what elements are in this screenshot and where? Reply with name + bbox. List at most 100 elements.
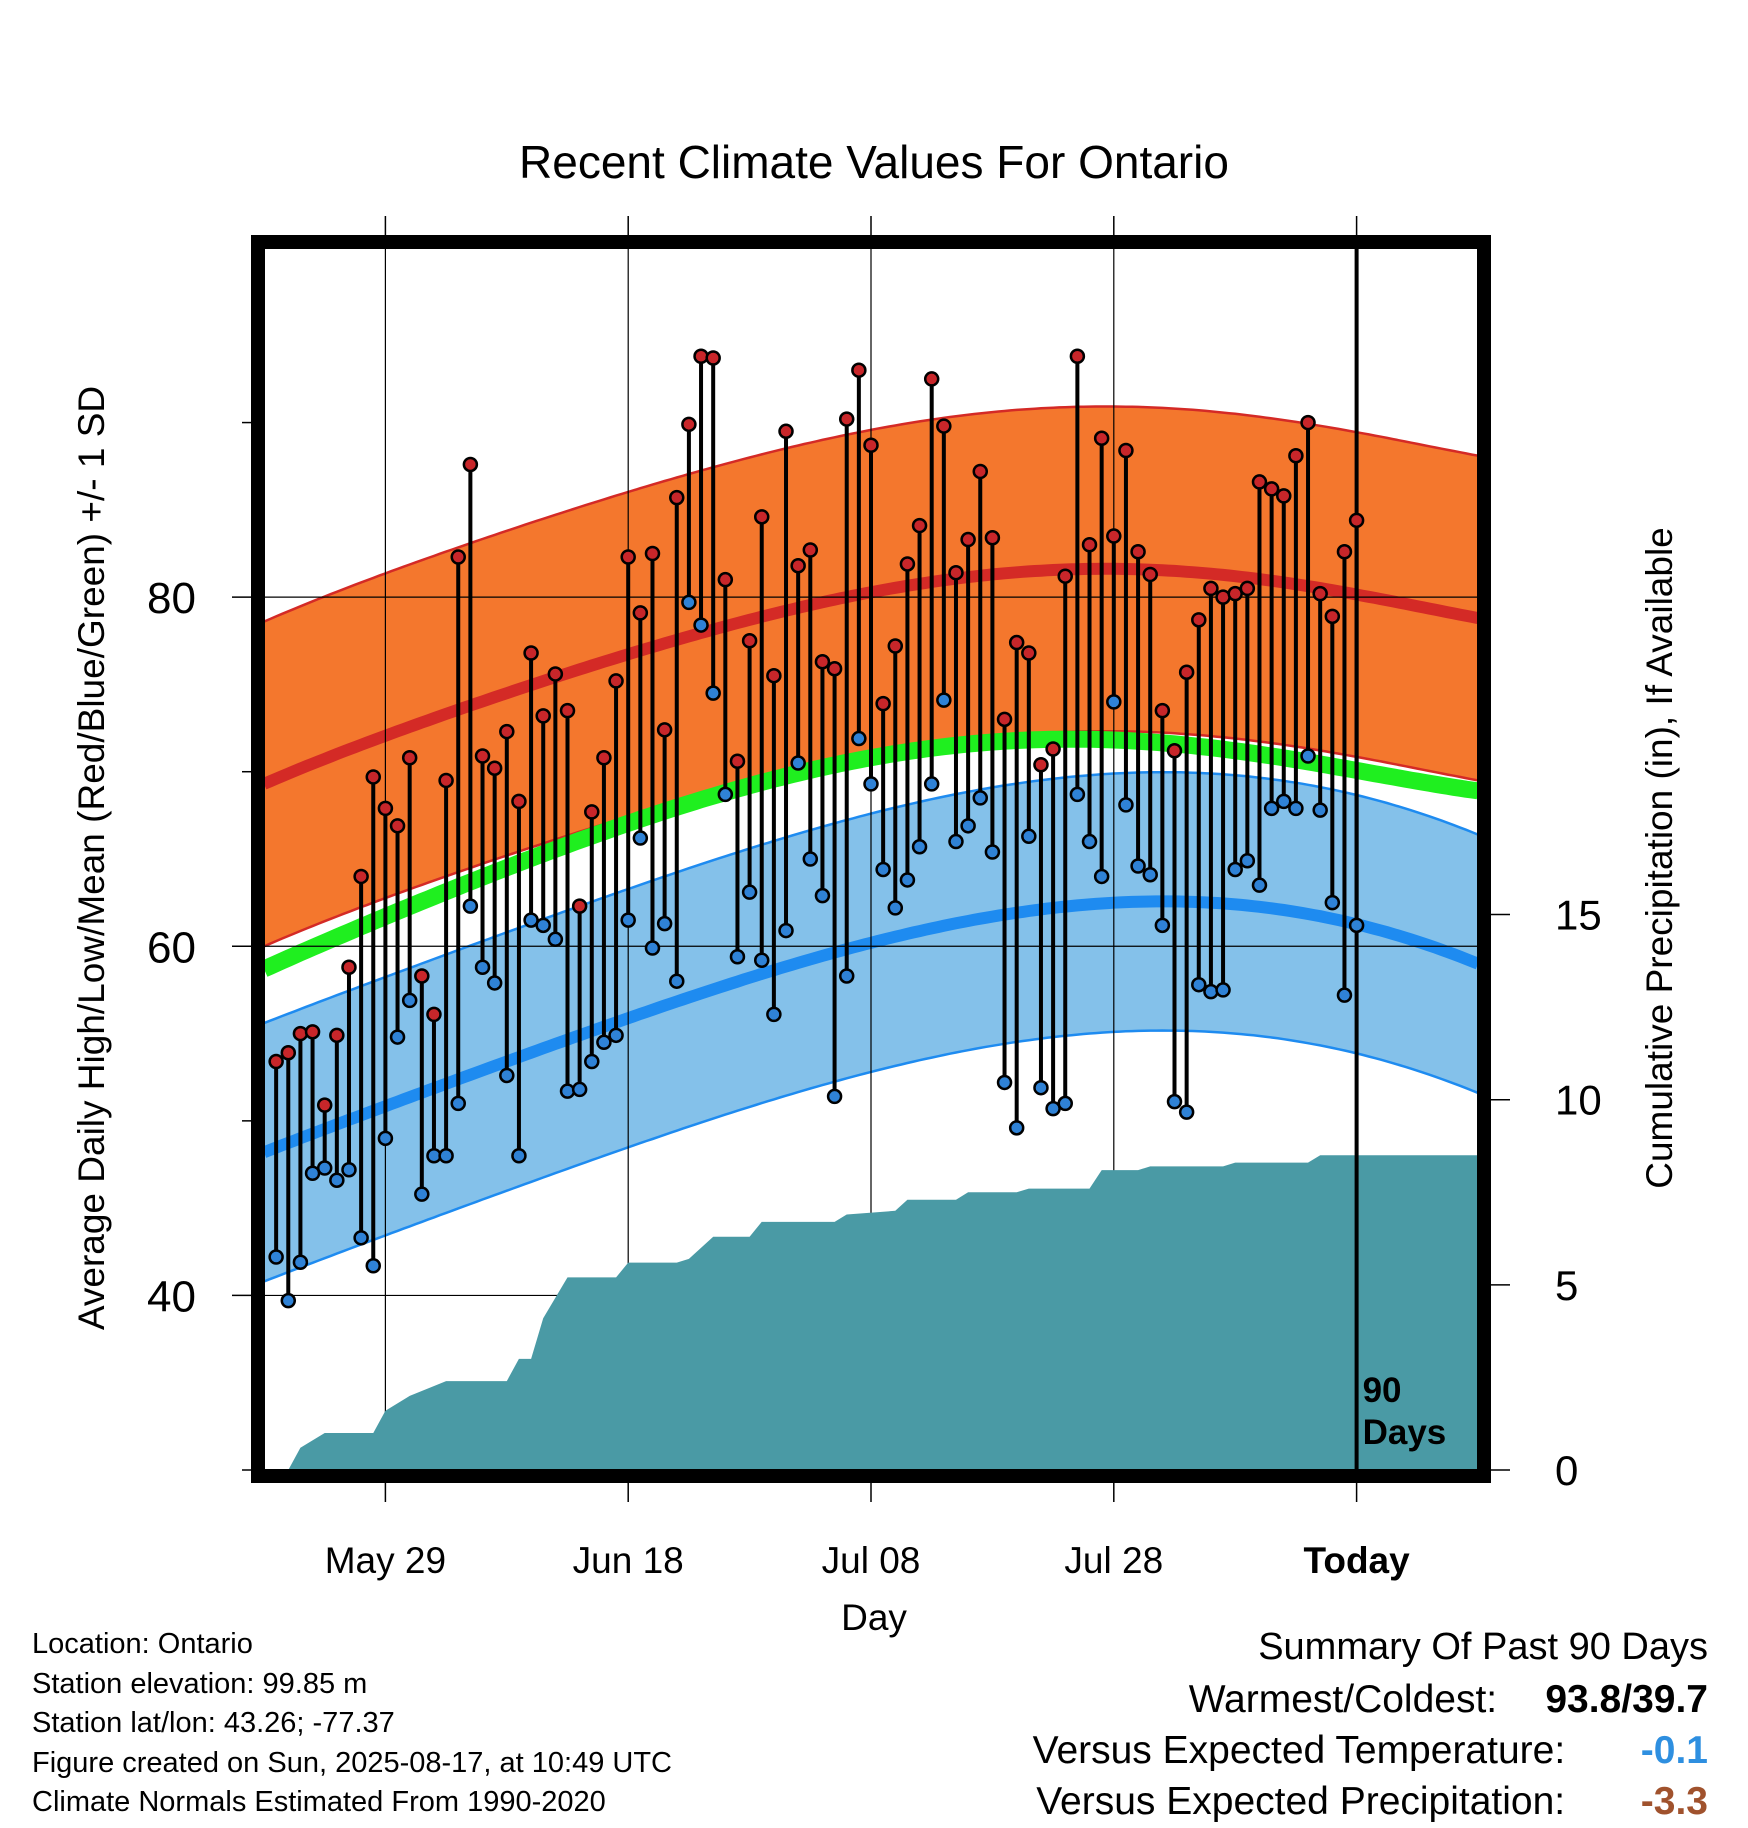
daily-high-point xyxy=(741,633,758,649)
daily-high-point xyxy=(1166,743,1183,759)
daily-low-point xyxy=(729,949,746,965)
daily-low-point xyxy=(1166,1093,1183,1110)
daily-high-point xyxy=(826,660,843,677)
daily-high-point xyxy=(1276,488,1292,504)
daily-low-point xyxy=(984,844,1001,860)
daily-low-point xyxy=(693,617,709,633)
x-tick-label: Today xyxy=(1303,1540,1410,1581)
daily-high-point xyxy=(499,723,515,740)
daily-high-point xyxy=(1336,544,1353,560)
daily-high-point xyxy=(766,667,782,684)
cumulative-precip-area xyxy=(288,1155,1478,1470)
daily-high-point xyxy=(729,753,746,769)
daily-low-point xyxy=(1300,748,1316,764)
daily-high-point xyxy=(1300,414,1316,431)
daily-high-point xyxy=(1069,348,1086,364)
daily-high-point xyxy=(693,348,709,364)
daily-high-point xyxy=(936,418,952,434)
daily-low-point xyxy=(414,1186,430,1202)
daily-high-point xyxy=(1008,634,1025,651)
daily-low-point xyxy=(292,1254,309,1271)
daily-low-point xyxy=(389,1029,406,1045)
daily-high-point xyxy=(1203,580,1219,597)
daily-high-point xyxy=(778,423,794,440)
daily-high-point xyxy=(1178,664,1195,680)
daily-low-point xyxy=(1106,694,1122,710)
daily-high-point xyxy=(584,804,600,820)
daily-low-point xyxy=(1203,983,1219,1000)
daily-high-point xyxy=(632,605,649,621)
daily-low-point xyxy=(462,898,479,914)
daily-high-point xyxy=(401,749,418,766)
daily-low-point xyxy=(620,912,636,928)
daily-low-point xyxy=(329,1172,345,1188)
daily-high-point xyxy=(681,416,697,433)
daily-high-point xyxy=(1191,612,1207,628)
daily-high-point xyxy=(1057,568,1073,584)
temp-departure-label: Versus Expected Temperature: xyxy=(1032,1729,1566,1772)
daily-high-point xyxy=(547,666,564,682)
daily-low-point xyxy=(365,1258,382,1274)
daily-low-point xyxy=(1057,1095,1073,1112)
daily-high-point xyxy=(814,653,831,670)
daily-high-point xyxy=(389,818,406,834)
daily-low-point xyxy=(911,839,928,855)
daily-high-point xyxy=(899,556,916,572)
daily-high-point xyxy=(1324,608,1341,625)
daily-high-point xyxy=(717,571,734,588)
daily-high-point xyxy=(790,557,806,574)
daily-low-point xyxy=(511,1148,527,1164)
daily-high-point xyxy=(1239,580,1256,597)
daily-high-point xyxy=(608,673,624,689)
daily-high-point xyxy=(851,362,867,378)
daily-high-point xyxy=(304,1024,321,1040)
y-axis-label: Average Daily High/Low/Mean (Red/Blue/Gr… xyxy=(71,386,112,1330)
daily-low-point xyxy=(1178,1104,1195,1120)
daily-high-point xyxy=(669,489,685,506)
daily-high-point xyxy=(644,545,661,562)
daily-high-point xyxy=(838,411,855,427)
daily-low-point xyxy=(766,1006,782,1023)
daily-low-point xyxy=(1191,976,1207,993)
warm-cold-value: 93.8/39.7 xyxy=(1508,1674,1708,1725)
daily-low-point xyxy=(1227,861,1243,878)
daily-high-point xyxy=(535,708,551,724)
daily-high-point xyxy=(960,531,976,548)
daily-high-point xyxy=(316,1097,333,1113)
y-tick-label: 60 xyxy=(147,923,196,972)
y-tick-label: 80 xyxy=(147,574,196,623)
daily-low-point xyxy=(1081,833,1098,850)
daily-high-point xyxy=(1130,544,1146,560)
warm-cold-row: Warmest/Coldest: 93.8/39.7 xyxy=(1033,1674,1708,1725)
today-label-days-count: 90 xyxy=(1363,1371,1402,1410)
daily-high-point xyxy=(1142,566,1158,583)
daily-low-point xyxy=(377,1130,394,1147)
daily-high-point xyxy=(948,564,964,581)
y2-tick-label: 5 xyxy=(1555,1262,1578,1309)
daily-high-point xyxy=(365,769,382,785)
daily-low-point xyxy=(1336,987,1353,1003)
precip-departure-label: Versus Expected Precipitation: xyxy=(1036,1780,1566,1823)
daily-low-point xyxy=(1033,1079,1049,1096)
daily-low-point xyxy=(486,975,503,991)
y2-axis-label: Cumulative Precipitation (in), If Availa… xyxy=(1639,527,1680,1189)
daily-high-point xyxy=(438,772,454,789)
daily-low-point xyxy=(887,900,904,916)
daily-low-point xyxy=(681,594,697,611)
daily-low-point xyxy=(717,786,734,803)
daily-low-point xyxy=(1251,877,1268,893)
daily-high-point xyxy=(1093,430,1110,447)
station-info: Location: Ontario Station elevation: 99.… xyxy=(32,1625,672,1823)
warm-cold-separator: / xyxy=(1621,1678,1633,1721)
daily-high-point xyxy=(1154,702,1171,719)
daily-high-point xyxy=(329,1027,345,1044)
daily-low-point xyxy=(1288,800,1304,817)
daily-low-point xyxy=(1348,917,1365,934)
daily-low-point xyxy=(814,887,831,904)
daily-high-point xyxy=(1033,756,1049,773)
daily-low-point xyxy=(1276,793,1292,810)
daily-high-point xyxy=(426,1006,442,1023)
daily-low-point xyxy=(632,830,649,846)
daily-low-point xyxy=(1069,786,1086,803)
